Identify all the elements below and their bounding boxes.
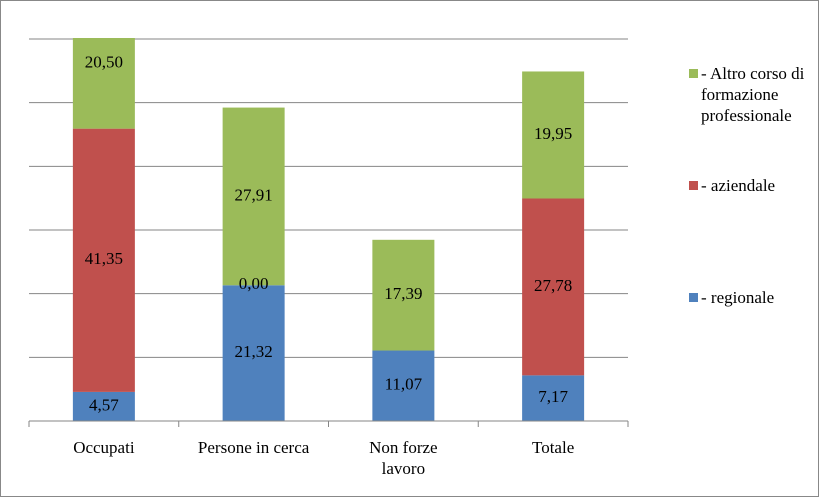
bar-segment xyxy=(72,128,135,392)
data-label: 0,00 xyxy=(239,274,269,293)
data-label: 19,95 xyxy=(534,124,572,143)
x-tick-label: Non forze lavoro xyxy=(369,438,438,478)
data-label: 17,39 xyxy=(384,284,422,303)
x-tick-label: Persone in cerca xyxy=(197,438,310,457)
bar-segment xyxy=(372,239,435,351)
bar-segment xyxy=(72,391,135,421)
bar-segment xyxy=(372,350,435,421)
data-label: 27,91 xyxy=(235,185,273,204)
data-label: 27,78 xyxy=(534,276,572,295)
bar-segment xyxy=(72,38,135,129)
bar-segment xyxy=(522,198,585,376)
legend-swatch xyxy=(689,69,698,78)
legend-item: - Altro corso di formazione professional… xyxy=(689,63,814,126)
x-tick-label: Totale xyxy=(532,438,575,457)
legend-swatch xyxy=(689,293,698,302)
legend-swatch xyxy=(689,181,698,190)
legend-label: - regionale xyxy=(701,288,775,307)
bar-segment xyxy=(522,375,585,421)
data-label: 4,57 xyxy=(89,395,119,414)
data-label: 11,07 xyxy=(385,375,423,394)
bar-segment xyxy=(222,285,285,421)
bars xyxy=(72,38,585,421)
x-tick-label: Occupati xyxy=(73,438,135,457)
data-label: 7,17 xyxy=(538,387,568,406)
data-label: 21,32 xyxy=(235,342,273,361)
legend-label: - aziendale xyxy=(701,176,776,195)
legend-label: - Altro corso di formazione professional… xyxy=(701,64,805,125)
data-label: 41,35 xyxy=(85,249,123,268)
legend-item: - aziendale xyxy=(689,175,814,196)
data-label: 20,50 xyxy=(85,52,123,71)
bar-segment xyxy=(522,71,585,199)
legend-item: - regionale xyxy=(689,287,814,308)
bar-segment xyxy=(222,107,285,286)
